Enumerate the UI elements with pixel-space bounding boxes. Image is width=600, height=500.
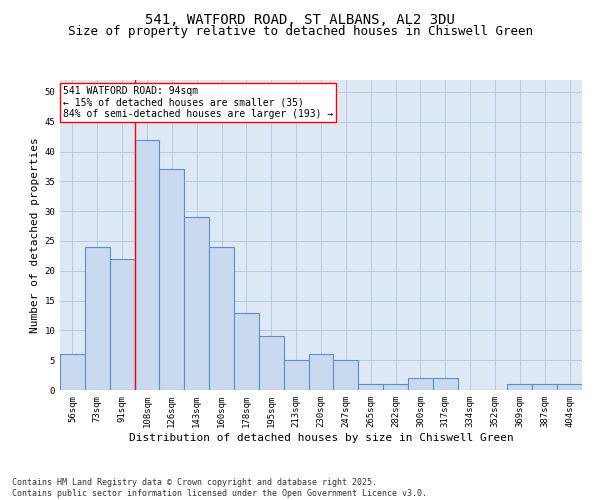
Bar	[85, 247, 110, 390]
Bar	[358, 384, 383, 390]
Bar	[557, 384, 582, 390]
Bar	[234, 312, 259, 390]
Y-axis label: Number of detached properties: Number of detached properties	[30, 137, 40, 333]
Bar	[532, 384, 557, 390]
Bar	[60, 354, 85, 390]
Text: Contains HM Land Registry data © Crown copyright and database right 2025.
Contai: Contains HM Land Registry data © Crown c…	[12, 478, 427, 498]
Bar	[408, 378, 433, 390]
Text: 541 WATFORD ROAD: 94sqm
← 15% of detached houses are smaller (35)
84% of semi-de: 541 WATFORD ROAD: 94sqm ← 15% of detache…	[62, 86, 333, 120]
Bar	[209, 247, 234, 390]
Bar	[110, 259, 134, 390]
Bar	[184, 217, 209, 390]
Bar	[259, 336, 284, 390]
Bar	[433, 378, 458, 390]
Bar	[383, 384, 408, 390]
Text: 541, WATFORD ROAD, ST ALBANS, AL2 3DU: 541, WATFORD ROAD, ST ALBANS, AL2 3DU	[145, 12, 455, 26]
X-axis label: Distribution of detached houses by size in Chiswell Green: Distribution of detached houses by size …	[128, 432, 514, 442]
Bar	[334, 360, 358, 390]
Bar	[284, 360, 308, 390]
Bar	[308, 354, 334, 390]
Bar	[508, 384, 532, 390]
Bar	[134, 140, 160, 390]
Bar	[160, 170, 184, 390]
Text: Size of property relative to detached houses in Chiswell Green: Size of property relative to detached ho…	[67, 25, 533, 38]
